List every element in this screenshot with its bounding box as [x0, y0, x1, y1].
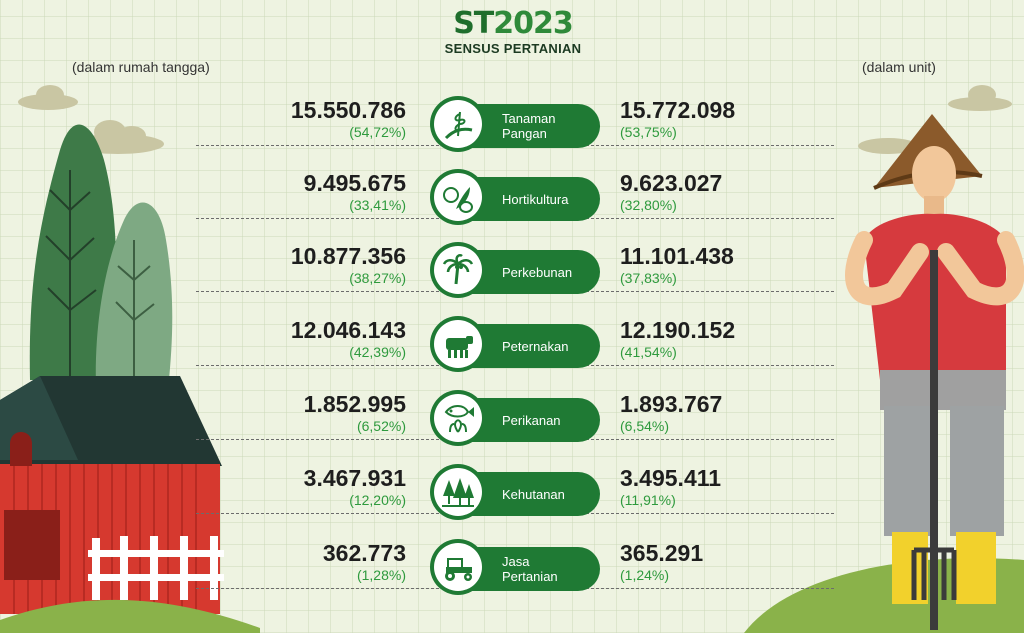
- sector-label-pill: Perikanan: [470, 398, 600, 442]
- households-value: 1.852.995 (6,52%): [304, 390, 406, 434]
- palm-tree-icon: [430, 242, 486, 298]
- st2023-logo: ST2023 SENSUS PERTANIAN: [438, 8, 588, 58]
- units-value: 11.101.438 (37,83%): [620, 242, 734, 286]
- tree-icon: [29, 124, 117, 381]
- households-count: 9.495.675: [303, 170, 406, 196]
- units-count: 11.101.438: [620, 243, 734, 269]
- left-unit-label: (dalam rumah tangga): [72, 59, 210, 75]
- units-percent: (1,24%): [620, 567, 670, 583]
- cloud-icon: [948, 85, 1012, 111]
- units-percent: (37,83%): [620, 270, 677, 286]
- households-percent: (6,52%): [356, 418, 406, 434]
- tree-icon: [95, 202, 173, 390]
- households-value: 362.773 (1,28%): [323, 539, 406, 583]
- households-percent: (54,72%): [349, 124, 406, 140]
- ground: [0, 599, 260, 633]
- households-value: 10.877.356 (38,27%): [291, 242, 406, 286]
- sector-label: Perkebunan: [502, 264, 573, 280]
- households-count: 10.877.356: [290, 243, 406, 269]
- sector-row-kehutanan: 3.467.931 (12,20%) Kehutanan 3.495.411 (…: [0, 464, 1024, 540]
- sector-label-pill: Hortikultura: [470, 177, 600, 221]
- units-count: 12.190.152: [620, 317, 736, 343]
- units-count: 15.772.098: [620, 97, 736, 123]
- households-percent: (42,39%): [349, 344, 406, 360]
- households-percent: (33,41%): [349, 197, 406, 213]
- units-value: 1.893.767 (6,54%): [620, 390, 722, 434]
- units-value: 9.623.027 (32,80%): [620, 169, 722, 213]
- units-value: 365.291 (1,24%): [620, 539, 703, 583]
- sector-label: Hortikultura: [502, 191, 569, 207]
- right-illustration: [744, 85, 1024, 633]
- units-percent: (6,54%): [620, 418, 670, 434]
- sector-label: Kehutanan: [502, 486, 565, 502]
- units-count: 9.623.027: [620, 170, 723, 196]
- units-count: 3.495.411: [620, 465, 722, 491]
- sector-label: Jasa Pertanian: [502, 554, 558, 584]
- units-percent: (53,75%): [620, 124, 677, 140]
- units-value: 3.495.411 (11,91%): [620, 464, 721, 508]
- households-count: 15.550.786: [290, 97, 406, 123]
- farmer-icon: [845, 114, 1024, 630]
- households-percent: (1,28%): [356, 567, 406, 583]
- fence-icon: [88, 536, 224, 600]
- forest-icon: [430, 464, 486, 520]
- households-value: 3.467.931 (12,20%): [304, 464, 406, 508]
- units-value: 12.190.152 (41,54%): [620, 316, 735, 360]
- left-illustration: [0, 85, 260, 633]
- sector-row-perkebunan: 10.877.356 (38,27%) Perkebunan 11.101.43…: [0, 242, 1024, 318]
- sector-row-perikanan: 1.852.995 (6,52%) Perikanan 1.893.767 (6…: [0, 390, 1024, 466]
- tractor-icon: [430, 539, 486, 595]
- logo-subtitle: SENSUS PERTANIAN: [444, 41, 582, 56]
- units-count: 365.291: [620, 540, 704, 566]
- units-percent: (32,80%): [620, 197, 677, 213]
- sector-label-pill: Peternakan: [470, 324, 600, 368]
- households-percent: (12,20%): [349, 492, 406, 508]
- vegetables-icon: [430, 169, 486, 225]
- cloud-icon: [18, 85, 78, 110]
- logo-title: ST2023: [438, 8, 588, 40]
- sector-row-peternakan: 12.046.143 (42,39%) Peternakan 12.190.15…: [0, 316, 1024, 392]
- households-value: 9.495.675 (33,41%): [304, 169, 406, 213]
- sector-label-pill: Tanaman Pangan: [470, 104, 600, 148]
- households-value: 15.550.786 (54,72%): [291, 96, 406, 140]
- sector-label-pill: Kehutanan: [470, 472, 600, 516]
- logo-st: ST: [453, 6, 494, 41]
- logo-year: 2023: [493, 6, 573, 41]
- sector-row-tanaman-pangan: 15.550.786 (54,72%) Tanaman Pangan 15.77…: [0, 96, 1024, 172]
- fish-icon: [430, 390, 486, 446]
- households-count: 3.467.931: [303, 465, 406, 491]
- units-value: 15.772.098 (53,75%): [620, 96, 735, 140]
- sector-label: Peternakan: [502, 338, 569, 354]
- sector-label: Perikanan: [502, 412, 561, 428]
- sector-label-pill: Perkebunan: [470, 250, 600, 294]
- households-count: 1.852.995: [303, 391, 406, 417]
- households-count: 362.773: [322, 540, 406, 566]
- cloud-icon: [858, 138, 918, 154]
- units-count: 1.893.767: [620, 391, 723, 417]
- right-unit-label: (dalam unit): [862, 59, 936, 75]
- households-value: 12.046.143 (42,39%): [291, 316, 406, 360]
- units-percent: (11,91%): [620, 492, 676, 508]
- sector-row-jasa-pertanian: 362.773 (1,28%) Jasa Pertanian 365.291 (…: [0, 539, 1024, 615]
- sector-label: Tanaman Pangan: [502, 111, 556, 141]
- households-percent: (38,27%): [349, 270, 406, 286]
- cow-icon: [430, 316, 486, 372]
- units-percent: (41,54%): [620, 344, 677, 360]
- households-count: 12.046.143: [290, 317, 406, 343]
- sector-label-pill: Jasa Pertanian: [470, 547, 600, 591]
- sector-row-hortikultura: 9.495.675 (33,41%) Hortikultura 9.623.02…: [0, 169, 1024, 245]
- rice-plant-icon: [430, 96, 486, 152]
